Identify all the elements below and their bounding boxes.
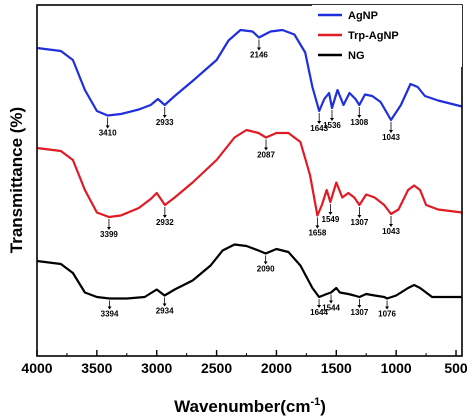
annotation-label: 1536 — [323, 121, 341, 130]
annotation-label: 3394 — [101, 310, 119, 319]
x-tick-label: 3000 — [141, 360, 172, 376]
annotation-label: 2932 — [156, 218, 174, 227]
x-tick-label: 1000 — [381, 360, 412, 376]
axes: 4000 3500 3000 2500 2000 1500 1000 500 — [21, 4, 468, 376]
annotation-label: 1043 — [382, 133, 400, 142]
annotation-arrowhead — [357, 215, 362, 218]
annotation-arrowhead — [317, 121, 322, 124]
x-axis-title-close: ) — [320, 397, 326, 416]
annotation-arrowhead — [256, 47, 261, 51]
annotation-arrowhead — [329, 300, 334, 304]
annotation-arrowhead — [317, 305, 322, 308]
annotation-label: 2933 — [156, 118, 174, 127]
annotation-label: 1307 — [351, 308, 369, 317]
annotation-arrowhead — [315, 225, 320, 229]
annotation-arrowhead — [357, 115, 362, 118]
annotation-arrowhead — [385, 306, 390, 310]
legend-label-ng: NG — [348, 50, 365, 62]
annotation-arrowhead — [162, 303, 167, 307]
annotation-label: 1307 — [351, 218, 369, 227]
x-tick-label: 3500 — [81, 360, 112, 376]
annotation-label: 3399 — [100, 230, 118, 239]
legend-label-trp-agnp: Trp-AgNP — [348, 30, 399, 42]
annotation-arrowhead — [329, 118, 334, 121]
annotation-label: 1544 — [322, 304, 340, 313]
annotation-label: 3410 — [99, 129, 117, 138]
annotation-label: 1043 — [382, 227, 400, 236]
annotation-label: 2087 — [257, 151, 275, 160]
annotation-label: 1643 — [310, 124, 328, 133]
annotation-label: 2090 — [257, 265, 275, 274]
annotation-arrowhead — [105, 125, 110, 129]
annotation-label: 1549 — [322, 215, 340, 224]
annotation-arrowhead — [107, 306, 112, 310]
annotation-label: 1076 — [378, 310, 396, 319]
annotation-arrowhead — [328, 212, 333, 215]
series-line-agnp — [36, 28, 463, 122]
y-axis-title: Transmittance (%) — [7, 107, 26, 253]
annotation-arrowhead — [389, 130, 394, 133]
x-axis-title-main: Wavenumber(cm — [174, 397, 310, 416]
x-axis-title-sup: -1 — [310, 396, 320, 408]
annotation-arrowhead — [357, 305, 362, 308]
annotation-arrowhead — [263, 261, 268, 265]
legend: AgNP Trp-AgNP NG — [312, 5, 462, 67]
annotation-label: 1658 — [308, 229, 326, 238]
x-tick-label: 500 — [444, 360, 468, 376]
plot-frame — [36, 4, 463, 357]
annotation-arrowhead — [264, 147, 269, 151]
x-tick-label: 2000 — [261, 360, 292, 376]
x-axis-title: Wavenumber(cm-1) — [174, 396, 326, 416]
x-tick-label: 1500 — [321, 360, 352, 376]
x-tick-label: 4000 — [21, 360, 52, 376]
annotation-label: 2146 — [250, 51, 268, 60]
annotation-label: 2934 — [156, 307, 174, 316]
annotation-label: 1644 — [310, 308, 328, 317]
annotation-arrowhead — [162, 115, 167, 118]
annotation-arrowhead — [162, 215, 167, 218]
series-line-trp-agnp — [36, 128, 463, 219]
annotation-arrowhead — [389, 224, 394, 227]
x-tick-label: 2500 — [201, 360, 232, 376]
legend-label-agnp: AgNP — [348, 10, 378, 22]
annotation-label: 1308 — [350, 118, 368, 127]
series-line-ng — [36, 243, 462, 300]
annotation-arrowhead — [106, 227, 111, 230]
